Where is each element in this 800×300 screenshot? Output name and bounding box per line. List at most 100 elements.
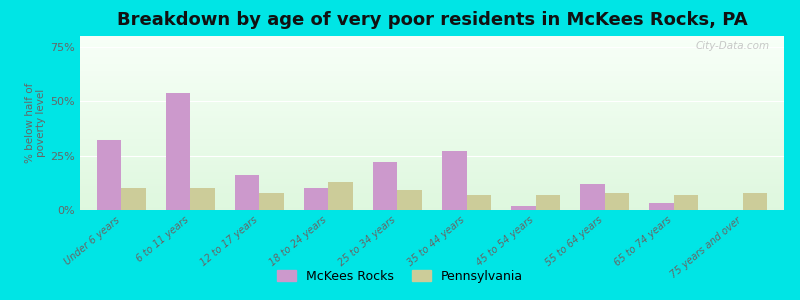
Bar <box>80 78 784 80</box>
Bar <box>80 99 784 100</box>
Bar <box>80 170 784 172</box>
Bar <box>742 193 766 210</box>
Bar <box>190 188 214 210</box>
Bar <box>122 188 146 210</box>
Bar <box>605 193 629 210</box>
Bar <box>80 86 784 88</box>
Bar <box>80 45 784 46</box>
Bar <box>398 190 422 210</box>
Bar <box>80 55 784 57</box>
Text: City-Data.com: City-Data.com <box>696 41 770 51</box>
Bar <box>80 95 784 97</box>
Bar <box>329 182 353 210</box>
Bar <box>80 128 784 130</box>
Bar <box>80 153 784 154</box>
Bar <box>80 198 784 200</box>
Bar <box>80 158 784 160</box>
Bar <box>80 194 784 196</box>
Bar <box>80 206 784 208</box>
Bar <box>80 53 784 55</box>
Bar <box>80 83 784 85</box>
Bar <box>80 58 784 60</box>
Legend: McKees Rocks, Pennsylvania: McKees Rocks, Pennsylvania <box>272 265 528 288</box>
Bar <box>259 193 284 210</box>
Bar <box>80 57 784 58</box>
Bar <box>80 140 784 142</box>
Bar <box>98 140 122 210</box>
Bar <box>80 173 784 175</box>
Bar <box>80 102 784 104</box>
Bar <box>511 206 535 210</box>
Bar <box>80 130 784 132</box>
Title: Breakdown by age of very poor residents in McKees Rocks, PA: Breakdown by age of very poor residents … <box>117 11 747 29</box>
Bar <box>442 151 466 210</box>
Bar <box>80 97 784 99</box>
Bar <box>80 90 784 92</box>
Bar <box>80 50 784 52</box>
Bar <box>80 177 784 179</box>
Bar <box>80 147 784 149</box>
Bar <box>80 52 784 53</box>
Bar <box>80 112 784 114</box>
Bar <box>80 167 784 168</box>
Bar <box>80 184 784 186</box>
Bar <box>374 162 398 210</box>
Bar <box>80 107 784 109</box>
Bar <box>166 93 190 210</box>
Bar <box>80 165 784 167</box>
Bar <box>80 116 784 118</box>
Bar <box>80 119 784 121</box>
Bar <box>80 104 784 106</box>
Bar <box>80 123 784 125</box>
Bar <box>80 69 784 71</box>
Bar <box>80 134 784 135</box>
Bar <box>80 161 784 163</box>
Bar <box>80 200 784 201</box>
Bar <box>80 160 784 161</box>
Bar <box>80 201 784 203</box>
Bar <box>80 163 784 165</box>
Bar <box>80 40 784 41</box>
Bar <box>80 139 784 140</box>
Bar <box>80 196 784 198</box>
Bar <box>80 179 784 180</box>
Bar <box>80 109 784 111</box>
Bar <box>80 76 784 78</box>
Bar <box>80 193 784 194</box>
Bar <box>80 66 784 67</box>
Bar <box>80 121 784 123</box>
Bar <box>80 60 784 62</box>
Bar <box>80 41 784 43</box>
Bar <box>80 188 784 189</box>
Bar <box>80 208 784 210</box>
Bar <box>80 46 784 48</box>
Bar <box>80 114 784 116</box>
Bar <box>80 191 784 193</box>
Bar <box>80 74 784 76</box>
Bar <box>80 186 784 188</box>
Bar <box>80 137 784 139</box>
Bar <box>80 168 784 170</box>
Bar <box>80 73 784 74</box>
Bar <box>650 203 674 210</box>
Bar <box>80 205 784 206</box>
Bar <box>80 64 784 66</box>
Bar <box>80 146 784 147</box>
Bar <box>466 195 490 210</box>
Bar <box>80 132 784 134</box>
Bar <box>80 111 784 112</box>
Bar <box>80 180 784 182</box>
Bar <box>80 81 784 83</box>
Bar <box>80 144 784 146</box>
Bar <box>80 154 784 156</box>
Bar <box>80 156 784 158</box>
Bar <box>80 182 784 184</box>
Bar <box>80 100 784 102</box>
Bar <box>80 38 784 40</box>
Bar <box>80 36 784 38</box>
Bar <box>80 135 784 137</box>
Bar <box>80 175 784 177</box>
Bar <box>80 125 784 127</box>
Bar <box>80 172 784 173</box>
Bar <box>80 92 784 93</box>
